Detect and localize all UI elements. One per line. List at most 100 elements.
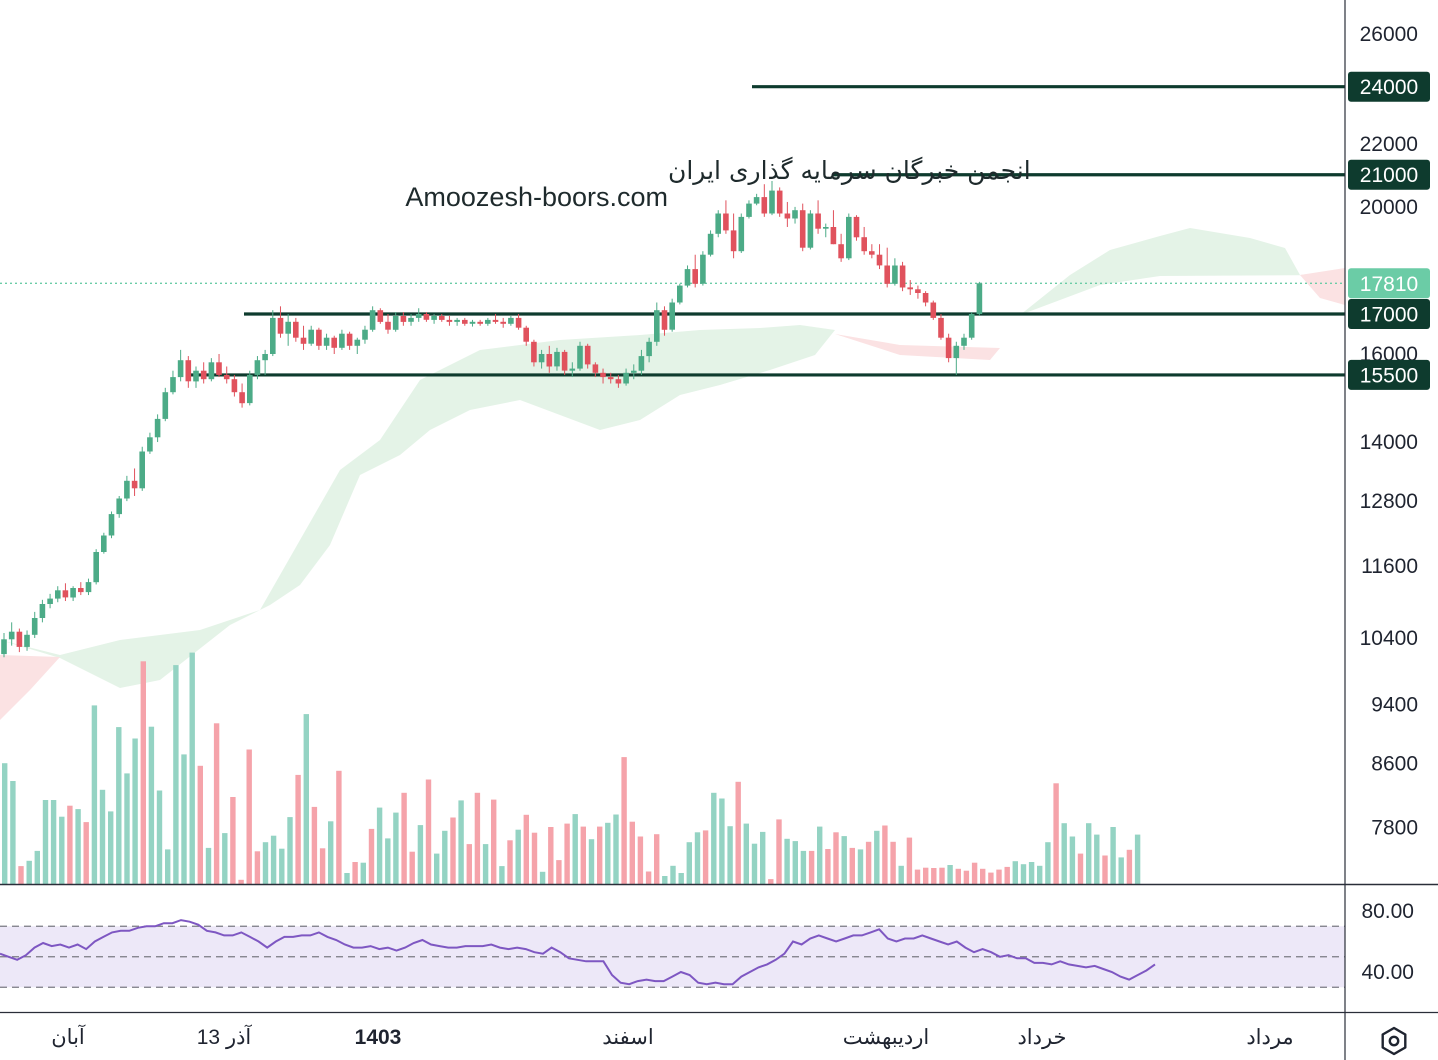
candle-body bbox=[24, 634, 30, 647]
candle-body bbox=[838, 244, 844, 259]
candle-body bbox=[523, 327, 529, 342]
candle-body bbox=[584, 345, 591, 365]
candle-body bbox=[746, 203, 752, 217]
volume-bar bbox=[26, 860, 32, 884]
volume-bar bbox=[279, 848, 285, 884]
gear-icon[interactable] bbox=[1381, 1026, 1407, 1056]
volume-bar bbox=[376, 807, 383, 884]
volume-bar bbox=[694, 832, 701, 884]
volume-bar bbox=[743, 823, 749, 884]
price-tick-label: 14000 bbox=[1360, 431, 1418, 454]
volume-bar bbox=[1086, 823, 1092, 884]
candle-body bbox=[669, 302, 675, 330]
time-axis[interactable]: آبان 13 آذر 1403 اسفند اردیبهشت خرداد مرداد bbox=[51, 1023, 1293, 1050]
price-badge bbox=[1348, 299, 1430, 329]
volume-bar bbox=[311, 806, 318, 884]
candle-body bbox=[139, 451, 145, 489]
candle-body bbox=[323, 337, 330, 346]
volume-bar bbox=[124, 773, 130, 884]
volume-bar bbox=[434, 853, 440, 884]
volume-bar bbox=[906, 837, 913, 884]
candle-body bbox=[730, 230, 737, 252]
volume-bar bbox=[808, 850, 815, 884]
price-badge-label: 17000 bbox=[1360, 304, 1418, 327]
volume-bar bbox=[173, 665, 179, 884]
candle-body bbox=[953, 345, 960, 359]
volume-bar bbox=[344, 873, 350, 884]
volume-bar bbox=[629, 821, 635, 884]
volume-bar bbox=[75, 809, 81, 884]
volume-bar bbox=[719, 798, 725, 884]
candle-body bbox=[131, 480, 138, 489]
candle-body bbox=[177, 360, 184, 378]
volume-bar bbox=[1118, 857, 1124, 884]
candle-body bbox=[976, 283, 983, 314]
price-badge-label: 21000 bbox=[1360, 164, 1418, 187]
volume-bar bbox=[336, 770, 342, 884]
volume-bar bbox=[181, 754, 187, 884]
candle-body bbox=[869, 251, 875, 255]
candle-body bbox=[615, 379, 622, 384]
volume-bar bbox=[939, 867, 945, 884]
volume-bar bbox=[1069, 836, 1076, 884]
volume-bar bbox=[776, 819, 782, 884]
candle-body bbox=[31, 618, 38, 635]
volume-bar bbox=[833, 832, 839, 884]
volume-bar bbox=[817, 826, 823, 884]
candle-body bbox=[961, 337, 967, 346]
candle-body bbox=[70, 588, 76, 598]
volume-bar bbox=[1077, 853, 1084, 884]
volume-bar bbox=[1012, 861, 1018, 884]
volume-bar bbox=[295, 774, 301, 884]
ichimoku-bear-cloud bbox=[1300, 268, 1345, 305]
volume-bar bbox=[360, 862, 366, 884]
candle-body bbox=[262, 354, 268, 361]
candle-body bbox=[116, 498, 122, 515]
candle-body bbox=[239, 392, 245, 404]
price-tick-label: 10400 bbox=[1360, 627, 1418, 650]
price-tick-label: 8600 bbox=[1371, 752, 1418, 775]
candle-body bbox=[938, 317, 944, 338]
volume-bar bbox=[980, 868, 986, 884]
candle-body bbox=[861, 237, 867, 252]
candle-body bbox=[577, 345, 583, 369]
candle-body bbox=[884, 265, 890, 284]
volume-bar bbox=[580, 826, 586, 884]
volume-bar bbox=[882, 825, 888, 884]
volume-bar bbox=[613, 814, 619, 884]
candle-body bbox=[492, 319, 499, 322]
volume-bar bbox=[270, 835, 277, 884]
volume-bar bbox=[140, 661, 146, 884]
candle-body bbox=[876, 254, 883, 266]
volume-bar bbox=[849, 847, 855, 884]
candle-body bbox=[408, 317, 414, 322]
volume-bar bbox=[230, 797, 236, 884]
volume-bar bbox=[393, 812, 399, 884]
volume-bar bbox=[246, 749, 252, 884]
volume-bar bbox=[988, 872, 994, 884]
price-badge bbox=[1348, 268, 1430, 299]
candle-body bbox=[531, 341, 537, 363]
volume-bar bbox=[417, 825, 424, 884]
candle-body bbox=[62, 590, 69, 598]
candle-body bbox=[623, 372, 629, 384]
candle-body bbox=[339, 333, 345, 348]
volume-bar bbox=[874, 830, 880, 884]
price-tick-label: 20000 bbox=[1360, 196, 1418, 219]
candle-body bbox=[124, 480, 130, 499]
candle-body bbox=[193, 370, 199, 382]
candle-body bbox=[546, 354, 553, 367]
candle-body bbox=[439, 316, 445, 320]
volume-bar bbox=[165, 849, 171, 884]
candle-body bbox=[823, 227, 829, 229]
price-axis[interactable]: 7800860094001040011600128001400016000200… bbox=[1360, 23, 1418, 840]
volume-bar bbox=[792, 841, 798, 884]
candle-body bbox=[78, 588, 84, 593]
volume-bar bbox=[67, 805, 73, 884]
candle-body bbox=[922, 293, 929, 303]
volume-bar bbox=[205, 847, 212, 884]
candle-body bbox=[784, 213, 791, 219]
candle-body bbox=[738, 216, 745, 252]
price-badge-label: 17810 bbox=[1360, 273, 1418, 296]
